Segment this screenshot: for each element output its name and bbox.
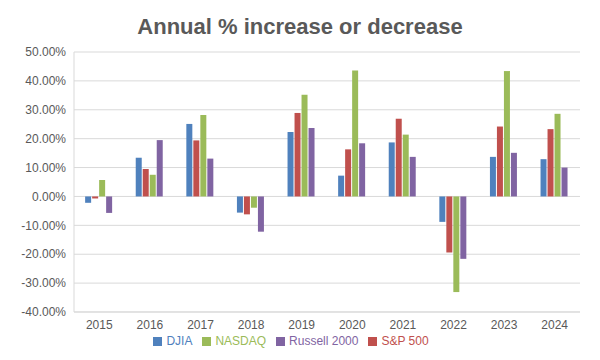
svg-text:40.00%: 40.00% xyxy=(25,74,66,88)
svg-text:2022: 2022 xyxy=(440,318,467,332)
html-text:NASDAQ: NASDAQ xyxy=(215,334,267,348)
svg-text:-30.00%: -30.00% xyxy=(21,276,66,290)
svg-text:2015: 2015 xyxy=(86,318,113,332)
svg-text:2016: 2016 xyxy=(137,318,164,332)
svg-text:2021: 2021 xyxy=(390,318,417,332)
html-text:DJIA: DJIA xyxy=(166,334,193,348)
svg-text:2023: 2023 xyxy=(491,318,518,332)
svg-text:2017: 2017 xyxy=(187,318,214,332)
svg-text:2024: 2024 xyxy=(541,318,568,332)
html-text:Annual % increase or decrease: Annual % increase or decrease xyxy=(137,14,463,39)
svg-text:-20.00%: -20.00% xyxy=(21,247,66,261)
svg-text:50.00%: 50.00% xyxy=(25,46,66,59)
svg-text:-40.00%: -40.00% xyxy=(21,305,66,319)
svg-text:20.00%: 20.00% xyxy=(25,132,66,146)
html-text:Russell 2000: Russell 2000 xyxy=(289,334,359,348)
svg-text:10.00%: 10.00% xyxy=(25,161,66,175)
svg-text:0.00%: 0.00% xyxy=(32,190,66,204)
html-text:S&P 500: S&P 500 xyxy=(381,334,429,348)
svg-text:30.00%: 30.00% xyxy=(25,103,66,117)
svg-text:2020: 2020 xyxy=(339,318,366,332)
svg-text:2018: 2018 xyxy=(238,318,265,332)
svg-text:-10.00%: -10.00% xyxy=(21,219,66,233)
svg-text:2019: 2019 xyxy=(288,318,315,332)
